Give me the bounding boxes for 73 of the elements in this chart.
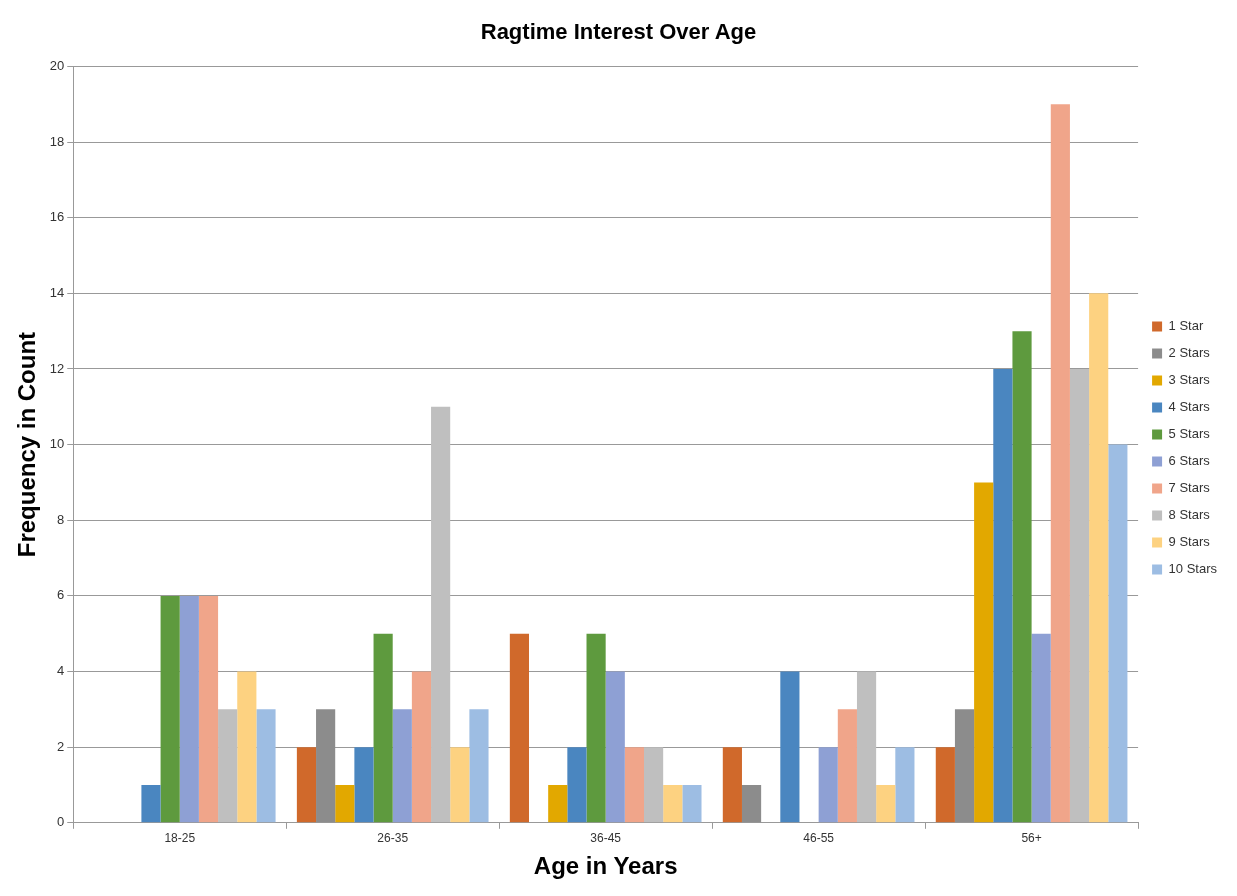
bar	[198, 595, 219, 823]
bar	[218, 709, 238, 823]
bar	[431, 406, 451, 823]
bar	[179, 595, 199, 823]
bar	[509, 633, 530, 823]
x-axis-title: Age in Years	[533, 852, 678, 880]
y-tick-label: 6	[57, 587, 65, 603]
bar	[141, 784, 161, 823]
bar	[644, 747, 664, 823]
bar	[373, 633, 393, 823]
legend-label: 4 Stars	[1168, 399, 1211, 415]
y-tick-label: 10	[49, 436, 65, 452]
bar	[1069, 368, 1090, 823]
bar	[974, 482, 994, 823]
chart-title: Ragtime Interest Over Age	[480, 19, 757, 45]
bar	[411, 671, 432, 823]
bar	[450, 747, 470, 823]
legend-label: 8 Stars	[1168, 507, 1211, 523]
bar	[741, 784, 762, 823]
y-axis-title: Frequency in Count	[13, 331, 41, 558]
bar	[722, 747, 742, 823]
bar	[818, 747, 838, 823]
bar	[895, 747, 915, 823]
y-tick-label: 2	[57, 738, 65, 754]
bar	[876, 784, 896, 823]
bar	[237, 671, 257, 823]
y-tick-label: 18	[49, 133, 65, 149]
bar	[296, 747, 317, 823]
bar	[993, 368, 1013, 823]
bar	[586, 633, 606, 823]
bar	[1050, 104, 1070, 823]
bar	[682, 784, 702, 823]
bar	[567, 747, 587, 823]
bar	[316, 709, 336, 823]
bar	[469, 709, 489, 823]
legend-label: 7 Stars	[1168, 480, 1211, 496]
bar	[954, 709, 975, 823]
bar	[160, 595, 180, 823]
legend-label: 10 Stars	[1168, 561, 1218, 577]
bar	[605, 671, 625, 823]
bar	[856, 671, 877, 823]
bar	[780, 671, 800, 823]
legend-label: 6 Stars	[1168, 453, 1211, 469]
bar	[1089, 293, 1109, 823]
legend-label: 5 Stars	[1168, 426, 1211, 442]
y-tick-label: 8	[57, 511, 65, 527]
bar	[1108, 444, 1128, 823]
legend-label: 2 Stars	[1168, 345, 1211, 361]
x-tick-label: 26-35	[377, 831, 409, 846]
x-tick-label: 36-45	[590, 831, 622, 846]
bar	[624, 747, 645, 823]
bar	[1012, 331, 1032, 823]
y-tick-label: 4	[57, 663, 65, 679]
y-tick-label: 20	[49, 57, 65, 73]
bar	[392, 709, 412, 823]
bar	[354, 747, 374, 823]
x-tick-label: 46-55	[803, 831, 835, 846]
bar	[935, 747, 955, 823]
y-tick-label: 16	[49, 209, 65, 225]
y-tick-label: 14	[49, 284, 65, 300]
bar	[548, 784, 568, 823]
bar	[335, 784, 355, 823]
legend-label: 3 Stars	[1168, 372, 1211, 388]
bar	[256, 709, 276, 823]
bar	[837, 709, 857, 823]
bar	[1031, 633, 1051, 823]
x-tick-label: 18-25	[164, 831, 196, 846]
legend-label: 1 Star	[1168, 318, 1204, 334]
bar	[663, 784, 683, 823]
legend-label: 9 Stars	[1168, 534, 1211, 550]
y-tick-label: 12	[49, 360, 65, 376]
x-tick-label: 56+	[1021, 831, 1042, 846]
y-tick-label: 0	[57, 814, 65, 830]
